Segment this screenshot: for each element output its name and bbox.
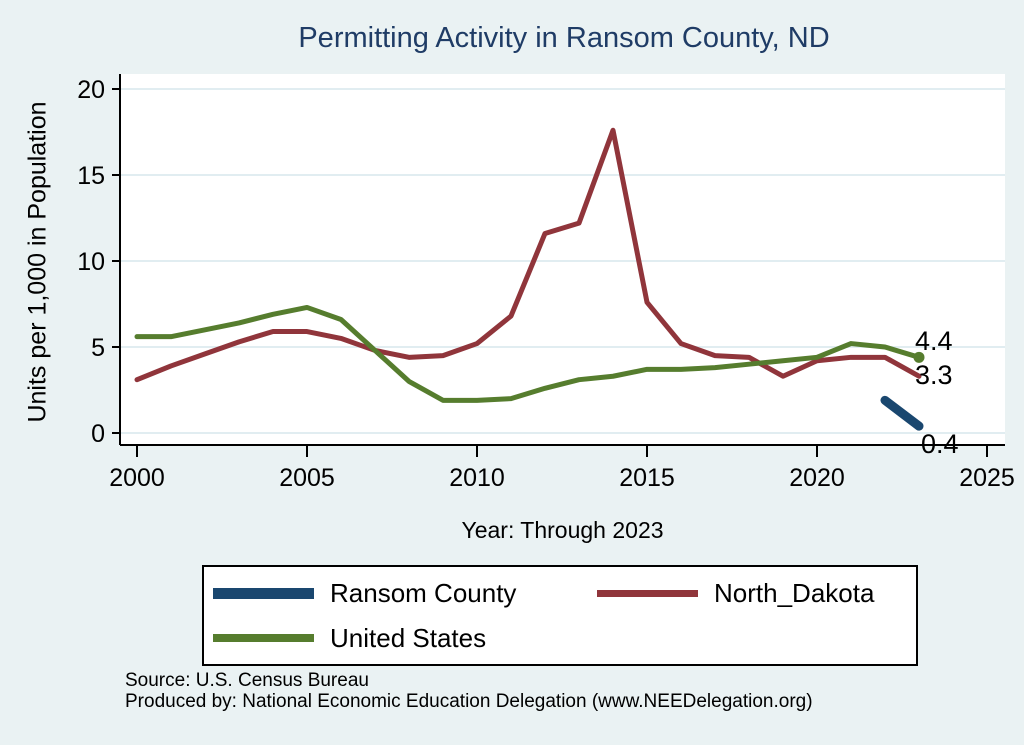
legend-swatch-united-states [213,634,314,642]
y-tick-label-20: 20 [77,76,105,104]
series-line-ransom-county [880,395,924,431]
chart-title: Permitting Activity in Ransom County, ND [298,22,830,54]
legend-swatch-ransom-county [213,587,314,599]
x-tick-label-2020: 2020 [789,464,845,492]
source-line-1: Source: U.S. Census Bureau [125,670,369,691]
legend-label-united-states: United States [330,622,487,653]
legend-item-united-states: United States [213,623,597,654]
legend: Ransom County North_Dakota United States [202,565,918,666]
end-value-label-ransom-county: 0.4 [921,429,959,459]
plot-background [120,74,1005,445]
series-line-north-dakota [134,127,922,383]
legend-item-north-dakota: North_Dakota [597,578,916,609]
x-tick-label-2000: 2000 [109,464,165,492]
y-tick-label-10: 10 [77,248,105,276]
x-tick-label-2010: 2010 [449,464,505,492]
x-tick-label-2025: 2025 [959,464,1015,492]
source-line-2: Produced by: National Economic Education… [125,691,813,712]
y-tick-label-0: 0 [91,420,105,448]
end-value-label-north-dakota: 3.3 [915,360,953,390]
end-value-label-united-states: 4.4 [915,326,953,356]
legend-label-north-dakota: North_Dakota [714,577,875,608]
series-line-united-states [134,304,922,403]
y-tick-label-15: 15 [77,162,105,190]
plot-area: 0 5 10 15 20 2000 2005 2010 2015 2020 2025 [77,74,1015,492]
x-tick-label-2015: 2015 [619,464,675,492]
legend-label-ransom-county: Ransom County [330,577,517,608]
x-axis-title: Year: Through 2023 [461,517,664,543]
series-end-marker-united-states [913,351,925,363]
y-tick-label-5: 5 [91,334,105,362]
x-tick-label-2005: 2005 [279,464,335,492]
source-note: Source: U.S. Census Bureau Produced by: … [125,670,813,712]
legend-swatch-north-dakota [597,589,698,597]
legend-item-ransom-county: Ransom County [213,578,597,609]
y-axis-title: Units per 1,000 in Population [23,101,52,423]
